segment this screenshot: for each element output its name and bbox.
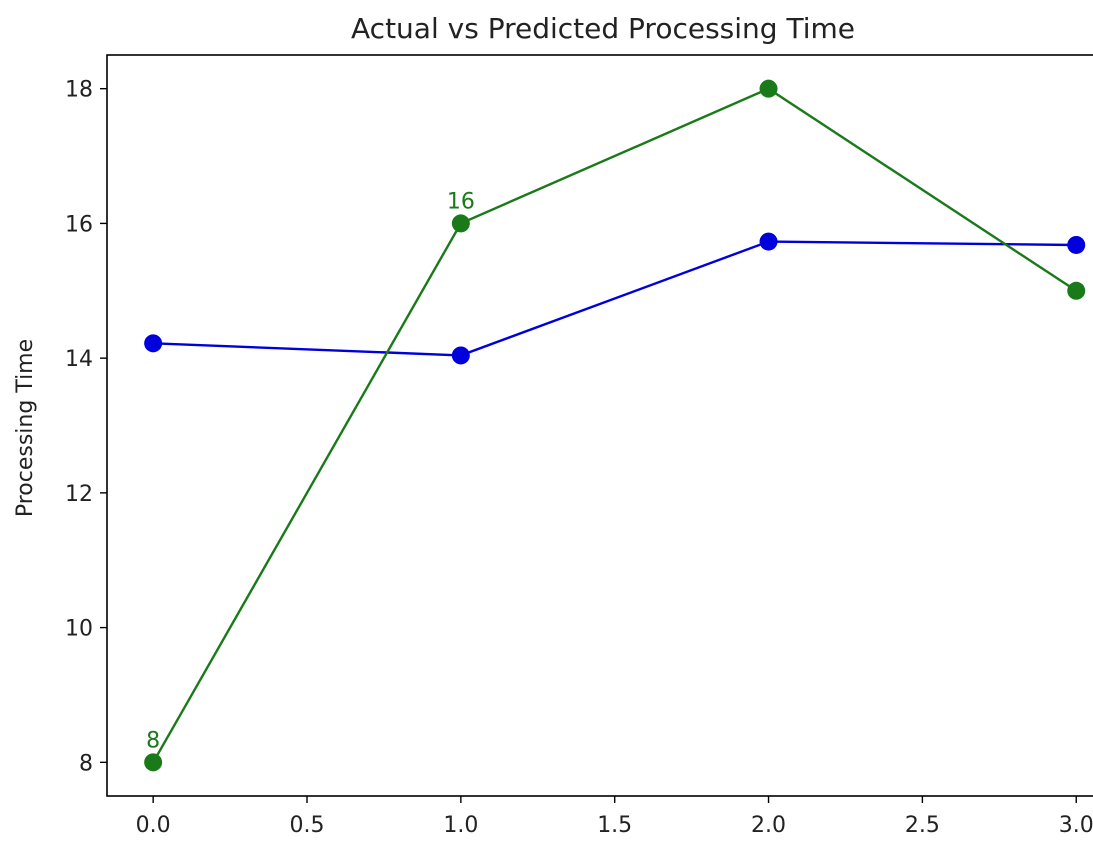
y-tick-label: 8	[79, 751, 93, 776]
series-layer: 8 16	[144, 79, 1086, 772]
y-axis-label: Processing Time	[13, 339, 38, 517]
series-0-point	[144, 334, 163, 353]
series-1-point	[1067, 281, 1086, 300]
y-tick-label: 16	[65, 212, 93, 237]
series-0-line	[153, 240, 1077, 357]
x-tick-label: 0.0	[136, 813, 171, 838]
x-tick-label: 1.5	[597, 813, 632, 838]
series-1-point	[759, 79, 778, 98]
series-1-point	[451, 214, 470, 233]
y-tick-label: 18	[65, 78, 93, 103]
series-1-line	[152, 87, 1077, 763]
x-tick-label: 3.0	[1059, 813, 1093, 838]
series-0-point	[451, 346, 470, 365]
x-tick-label: 0.5	[290, 813, 325, 838]
y-axis: 8 10 12 14 16 18	[65, 78, 107, 776]
y-tick-label: 14	[65, 347, 93, 372]
x-axis: 0.0 0.5 1.0 1.5 2.0 2.5 3.0	[136, 796, 1093, 838]
x-tick-label: 2.0	[751, 813, 786, 838]
series-1-point	[144, 753, 163, 772]
data-label: 16	[447, 189, 475, 214]
y-tick-label: 12	[65, 482, 93, 507]
chart-title: Actual vs Predicted Processing Time	[351, 12, 855, 45]
data-label: 8	[146, 728, 160, 753]
series-0-point	[759, 232, 778, 251]
x-tick-label: 1.0	[443, 813, 478, 838]
y-tick-label: 10	[65, 617, 93, 642]
plot-area	[106, 54, 1093, 797]
x-tick-label: 2.5	[905, 813, 940, 838]
series-0-point	[1067, 235, 1086, 254]
